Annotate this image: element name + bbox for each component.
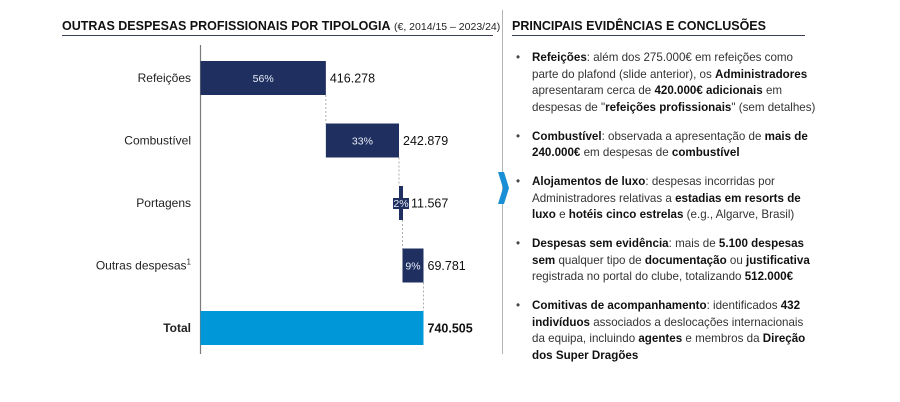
highlight-text: Comitivas de acompanhamento xyxy=(532,299,707,312)
highlight-text: refeições profissionais xyxy=(605,100,732,114)
highlight-text: 432 indivíduos xyxy=(532,299,801,329)
highlight-text: Alojamentos de luxo xyxy=(532,175,646,188)
highlight-text: justificativa xyxy=(746,253,810,267)
highlight-text: 512.000€ xyxy=(744,270,794,283)
percent-labels: 56% 33% 2% 9% xyxy=(253,73,421,273)
waterfall-chart: Refeições Combustível Portagens Outras desp… xyxy=(96,45,473,354)
footnote-mark: 1 xyxy=(187,258,192,267)
highlight-text: estadias em resorts de luxo xyxy=(532,191,801,222)
highlight-text: documentação xyxy=(644,253,727,267)
highlight-text: 5.100 despesas sem xyxy=(532,237,804,267)
value-label: 740.505 xyxy=(428,322,473,336)
conclusion-item: Alojamentos de luxo: despesas incorridas… xyxy=(516,174,816,224)
body-text: registrada no portal do clube, totalizan… xyxy=(532,270,745,283)
conclusions-title: PRINCIPAIS EVIDÊNCIAS E CONCLUSÕES xyxy=(512,19,805,36)
category-labels: Refeições Combustível Portagens Outras desp… xyxy=(96,71,192,335)
highlight-text: hotéis cinco estrelas xyxy=(568,208,684,221)
bar-total xyxy=(200,311,424,345)
category-name: Portagens xyxy=(136,196,191,210)
highlight-text: Direção dos Super Dragões xyxy=(532,332,806,362)
body-text: e membros da xyxy=(682,332,763,345)
category-name: Refeições xyxy=(138,71,191,85)
bar-outras-despesas xyxy=(402,248,424,283)
percent-label: 2% xyxy=(393,198,408,210)
highlight-text: Administradores xyxy=(715,67,808,81)
chevron-right-icon xyxy=(498,172,509,204)
category-name: Total xyxy=(163,321,191,335)
body-text: (e.g., Algarve, Brasil) xyxy=(683,208,795,221)
category-label: Total xyxy=(163,321,191,335)
value-label: 11.567 xyxy=(411,197,448,211)
highlight-text: Despesas sem evidência xyxy=(532,237,669,250)
category-name: Outras despesas xyxy=(96,259,187,273)
conclusions-list: Refeições: além dos 275.000€ em refeiçõe… xyxy=(516,50,816,377)
category-label: Combustível xyxy=(124,134,191,148)
conclusion-item: Combustível: observada a apresentação de… xyxy=(516,129,816,162)
connector-lines xyxy=(325,95,424,311)
value-label: 416.278 xyxy=(330,72,375,86)
conclusion-item: Comitivas de acompanhamento: identificad… xyxy=(516,298,816,364)
value-label: 242.879 xyxy=(403,134,448,148)
highlight-text: 420.000€ adicionais xyxy=(654,84,763,97)
bar-combustivel xyxy=(325,123,400,158)
body-text: associados a deslocações internacionais … xyxy=(532,315,804,346)
body-text: : identificados xyxy=(706,299,781,312)
body-text: qualquer tipo de xyxy=(555,253,645,267)
category-name: Combustível xyxy=(124,134,191,148)
bar-refeicoes xyxy=(200,61,326,95)
body-text: : observada a apresentação de xyxy=(601,129,765,143)
chart-title: OUTRAS DESPESAS PROFISSIONAIS POR TIPOLO… xyxy=(62,19,500,36)
highlight-text: combustível xyxy=(671,146,740,159)
highlight-text: agentes xyxy=(638,332,683,345)
body-text: em despesas de " xyxy=(532,84,783,114)
body-text: apresentaram cerca de xyxy=(532,84,655,97)
body-text: " (sem detalhes) xyxy=(731,100,816,114)
conclusion-item: Refeições: além dos 275.000€ em refeiçõe… xyxy=(516,50,816,116)
chart-subtitle: (€, 2014/15 – 2023/24) xyxy=(394,21,501,33)
body-text: : mais de xyxy=(668,237,719,250)
value-labels: 416.278 242.879 11.567 69.781 740.505 xyxy=(330,72,473,336)
highlight-text: mais de 240.000€ xyxy=(532,129,808,160)
bars xyxy=(200,61,424,345)
percent-label: 56% xyxy=(253,73,274,85)
category-label: Outras despesas1 xyxy=(96,258,192,273)
highlight-text: Refeições xyxy=(532,51,587,64)
body-text: : além dos 275.000€ em refeições como pa… xyxy=(532,51,794,81)
percent-label: 33% xyxy=(352,136,373,148)
category-label: Portagens xyxy=(136,196,191,210)
highlight-text: Combustível xyxy=(532,129,602,143)
body-text: ou xyxy=(726,253,746,267)
conclusion-item: Despesas sem evidência: mais de 5.100 de… xyxy=(516,236,816,286)
chart-title-main: OUTRAS DESPESAS PROFISSIONAIS POR TIPOLO… xyxy=(62,19,391,33)
body-text: : despesas incorridas por Administradore… xyxy=(532,175,775,205)
percent-label: 9% xyxy=(405,261,420,273)
body-text: e xyxy=(555,208,569,221)
body-text: em despesas de xyxy=(580,146,672,159)
category-label: Refeições xyxy=(138,71,191,85)
value-label: 69.781 xyxy=(428,259,466,273)
percent-label-box xyxy=(393,198,410,209)
